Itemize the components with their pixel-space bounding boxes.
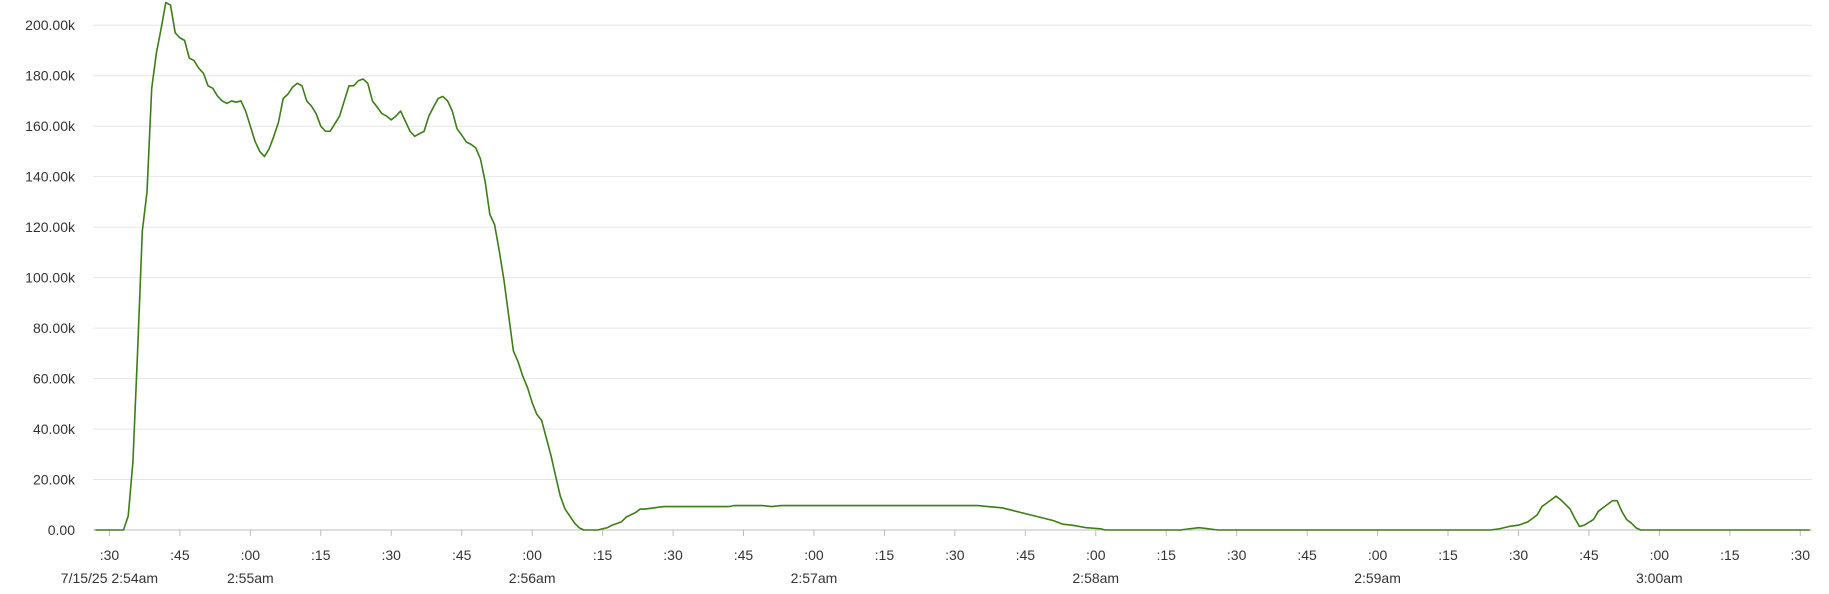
x-tick-label: :30 [1791, 547, 1811, 563]
x-tick-label: :15 [593, 547, 613, 563]
y-tick-label: 200.00k [25, 17, 76, 33]
x-tick-label: :15 [311, 547, 331, 563]
x-tick-label: :30 [100, 547, 120, 563]
x-major-label: 2:57am [791, 570, 838, 586]
y-tick-label: 40.00k [33, 421, 76, 437]
x-tick-label: :30 [382, 547, 402, 563]
x-tick-label: :45 [734, 547, 754, 563]
x-tick-label: :45 [170, 547, 190, 563]
y-tick-label: 80.00k [33, 320, 76, 336]
y-tick-label: 160.00k [25, 118, 76, 134]
x-tick-label: :45 [1297, 547, 1317, 563]
x-tick-label: :45 [1016, 547, 1036, 563]
y-tick-label: 20.00k [33, 472, 76, 488]
x-tick-label: :00 [1650, 547, 1670, 563]
x-tick-label: :45 [452, 547, 472, 563]
x-major-label: 2:58am [1072, 570, 1119, 586]
x-tick-label: :15 [1720, 547, 1740, 563]
x-tick-label: :30 [663, 547, 683, 563]
line-series [95, 1, 1810, 531]
x-tick-label: :15 [875, 547, 895, 563]
x-tick-label: :00 [522, 547, 542, 563]
x-tick-label: :00 [804, 547, 824, 563]
y-tick-label: 120.00k [25, 219, 76, 235]
x-major-label: 3:00am [1636, 570, 1683, 586]
x-tick-label: :30 [1509, 547, 1529, 563]
y-tick-label: 180.00k [25, 68, 76, 84]
x-tick-label: :15 [1156, 547, 1176, 563]
y-tick-label: 100.00k [25, 270, 76, 286]
x-tick-label: :00 [1086, 547, 1106, 563]
x-tick-label: :30 [945, 547, 965, 563]
x-tick-label: :15 [1438, 547, 1458, 563]
x-major-label: 2:55am [227, 570, 274, 586]
x-major-label: 2:59am [1354, 570, 1401, 586]
x-tick-label: :45 [1579, 547, 1599, 563]
x-tick-label: :30 [1227, 547, 1247, 563]
y-tick-label: 60.00k [33, 371, 76, 387]
y-tick-label: 0.00 [48, 522, 75, 538]
x-major-label: 2:56am [509, 570, 556, 586]
x-tick-label: :00 [1368, 547, 1388, 563]
x-major-label: 7/15/25 2:54am [61, 570, 158, 586]
y-tick-label: 140.00k [25, 169, 76, 185]
x-tick-label: :00 [241, 547, 261, 563]
